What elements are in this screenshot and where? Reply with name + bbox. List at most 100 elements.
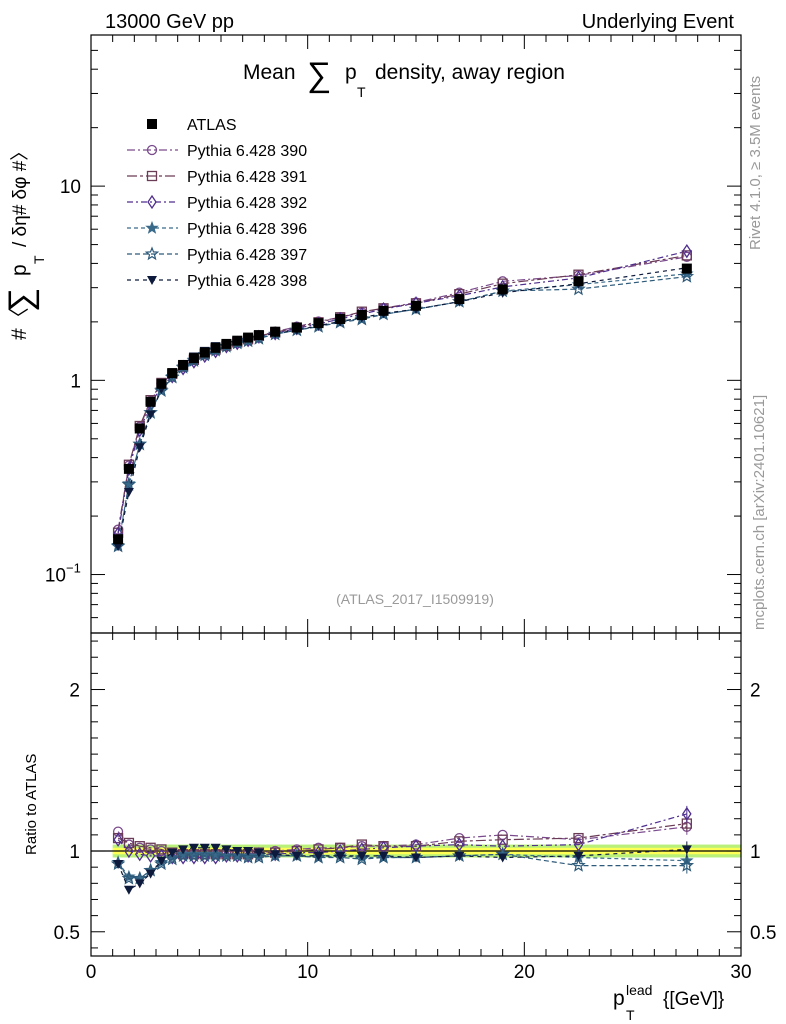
- ratio-tick-label-right: 0.5: [750, 923, 776, 944]
- ratio-data-point: [134, 841, 145, 852]
- ratio-data-point: [232, 847, 243, 857]
- analysis-id-label: (ATLAS_2017_I1509919): [336, 591, 494, 607]
- reference-data-point: [221, 338, 232, 349]
- ratio-data-point: [335, 851, 346, 861]
- ratio-tick-label-right: 2: [750, 681, 761, 702]
- x-tick-label: 0: [86, 962, 97, 983]
- ratio-data-point: [356, 839, 367, 850]
- ratio-axis-ticks: 0 10 20 30 0.5 0.5 1 1 2 2: [54, 633, 776, 983]
- reference-data-point: [378, 305, 389, 316]
- x-tick-label: 30: [730, 962, 751, 983]
- ratio-y-axis-label: Ratio to ATLAS: [23, 754, 40, 855]
- reference-data-point: [167, 368, 178, 379]
- title-suffix: density, away region: [375, 61, 565, 84]
- main-series: [113, 263, 692, 552]
- y-tick-label-base: 10: [45, 566, 66, 587]
- ratio-series-group: [110, 805, 695, 895]
- ratio-data-point: [156, 844, 167, 855]
- ratio-data-point: [378, 851, 389, 861]
- main-data-point: [113, 542, 124, 552]
- ratio-data-point: [354, 851, 370, 866]
- ratio-data-point: [454, 836, 465, 847]
- legend-label: Pythia 6.428 391: [187, 169, 307, 186]
- ratio-data-point: [187, 847, 201, 861]
- legend-entry: Pythia 6.428 390: [127, 143, 307, 160]
- title-p: p: [345, 61, 357, 84]
- ratio-data-point: [134, 879, 145, 889]
- reference-data-point: [156, 378, 167, 389]
- ratio-data-point: [313, 851, 324, 861]
- legend-entry: Pythia 6.428 392: [127, 194, 307, 212]
- ratio-tick-label-left: 0.5: [54, 923, 80, 944]
- legend-marker: [144, 246, 160, 261]
- ratio-data-point: [145, 869, 156, 879]
- ratio-data-point: [113, 832, 123, 847]
- main-series-line: [117, 267, 687, 547]
- main-series-group: [110, 243, 695, 553]
- legend-label: ATLAS: [187, 117, 237, 134]
- mcplots-source-label: mcplots.cern.ch [arXiv:2401.10621]: [751, 395, 768, 630]
- main-data-point: [681, 250, 692, 261]
- ratio-data-point: [251, 849, 267, 864]
- xlabel-subscript: T: [626, 1007, 635, 1023]
- ratio-data-point: [156, 856, 167, 866]
- ratio-data-point: [573, 851, 584, 861]
- ratio-data-point: [178, 845, 189, 855]
- reference-data-point: [113, 534, 124, 545]
- reference-data-point: [335, 313, 346, 324]
- ratio-data-point: [291, 851, 302, 861]
- reference-data-point: [291, 322, 302, 333]
- reference-data-point: [497, 284, 508, 295]
- ratio-data-point: [154, 856, 169, 871]
- x-tick-label: 20: [514, 962, 535, 983]
- legend-label: Pythia 6.428 398: [187, 273, 307, 290]
- reference-data-point: [454, 294, 465, 305]
- legend-label: Pythia 6.428 390: [187, 143, 307, 160]
- reference-data-point: [681, 263, 692, 274]
- reference-data-point: [243, 332, 254, 343]
- ylabel-sum-symbol: ∑: [2, 288, 40, 312]
- reference-data-point: [313, 318, 324, 329]
- energy-label: 13000 GeV pp: [105, 11, 234, 33]
- reference-data-point: [573, 276, 584, 287]
- main-data-point: [145, 410, 156, 420]
- main-series: [112, 251, 692, 535]
- legend-label: Pythia 6.428 397: [187, 247, 307, 264]
- y-tick-label: 10: [60, 177, 81, 198]
- title-subscript: T: [357, 84, 366, 100]
- ratio-data-point: [112, 826, 124, 837]
- ratio-data-point: [229, 848, 245, 863]
- chart-title: Mean ∑ p T density, away region: [243, 56, 565, 100]
- reference-data-point: [188, 353, 199, 364]
- y-tick-label: 1: [70, 371, 81, 392]
- legend-marker: [147, 276, 157, 285]
- reference-data-point: [270, 326, 281, 337]
- legend-entry: Pythia 6.428 398: [127, 273, 307, 290]
- ratio-data-point: [113, 859, 124, 869]
- reference-data-point: [411, 300, 421, 311]
- ratio-tick-label-right: 1: [750, 842, 761, 863]
- rivet-version-label: Rivet 4.1.0, ≥ 3.5M events: [747, 76, 764, 250]
- ratio-series: [113, 841, 692, 895]
- legend-marker: [145, 220, 159, 234]
- main-series-line: [117, 254, 687, 533]
- main-series-line: [117, 256, 687, 530]
- ratio-data-point: [243, 847, 254, 857]
- ratio-data-point: [145, 842, 156, 853]
- legend-marker: [146, 144, 158, 156]
- reference-data-point: [145, 396, 156, 407]
- xlabel-rest: {[GeV]}: [663, 989, 724, 1010]
- main-data-point: [571, 281, 586, 296]
- x-tick-label: 10: [297, 962, 318, 983]
- ratio-data-point: [356, 851, 367, 861]
- legend-marker: [147, 119, 157, 129]
- reference-data-point: [199, 347, 210, 358]
- ylabel-rest: / δη# δφ #〉: [9, 142, 31, 247]
- reference-data-point: [123, 463, 134, 474]
- ratio-data-point: [199, 843, 210, 853]
- ratio-data-point: [124, 843, 134, 859]
- legend-entry: ATLAS: [147, 117, 237, 134]
